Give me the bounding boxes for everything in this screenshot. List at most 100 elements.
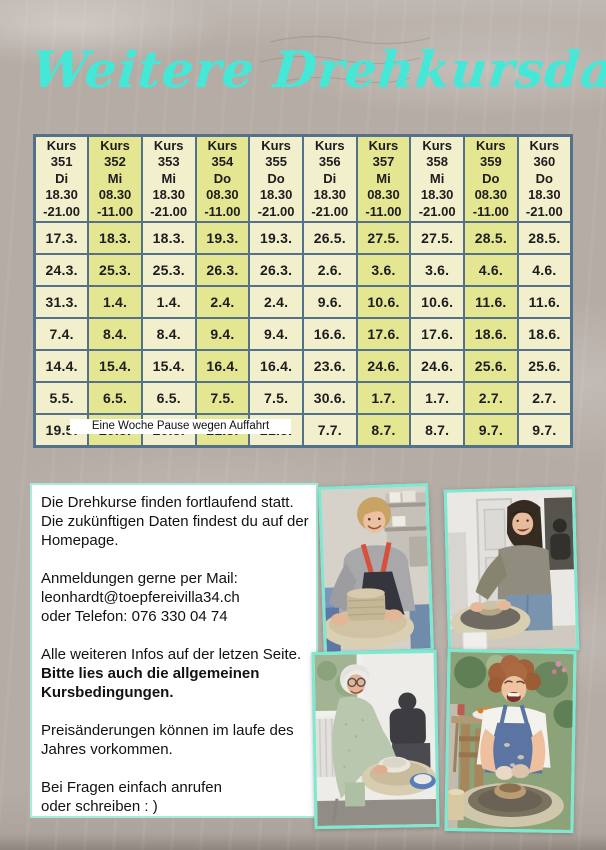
date-cell: 9.7.: [516, 413, 573, 448]
date-cell: 17.3.: [33, 221, 90, 255]
photo-pottery-laughing-woman-image: [447, 651, 574, 831]
course-header-356: Kurs 356 Di 18.30 -21.00: [301, 134, 358, 223]
date-cell: 25.6.: [516, 349, 573, 383]
date-cell: 11.6.: [463, 285, 519, 319]
date-cell: 2.4.: [248, 285, 304, 319]
info-line: Die Drehkurse finden fortlaufend statt.: [41, 494, 294, 511]
date-cell: 24.6.: [355, 349, 412, 383]
course-dates-table: Kurs 351 Di 18.30 -21.00 Kurs 352 Mi 08.30 -11.00…: [33, 134, 573, 448]
info-line: Kursbedingungen.: [41, 684, 174, 701]
date-cell: 24.6.: [409, 349, 465, 383]
info-line: Preisänderungen können im laufe des: [41, 722, 294, 739]
photo-pottery-laughing-woman: [444, 648, 577, 834]
date-cell: 19.3.: [194, 221, 251, 255]
date-cell: 30.6.: [301, 381, 358, 415]
date-cell: 3.6.: [409, 253, 465, 287]
date-cell: 15.4.: [140, 349, 197, 383]
info-line: Die zukünftigen Daten findest du auf der: [41, 513, 309, 530]
date-cell: 10.6.: [409, 285, 465, 319]
course-header-357: Kurs 357 Mi 08.30 -11.00: [355, 134, 412, 223]
date-cell: 8.7.: [355, 413, 412, 448]
info-line: Bitte lies auch die allgemeinen: [41, 665, 260, 682]
date-cell: 15.4.: [87, 349, 143, 383]
pause-note: Eine Woche Pause wegen Auffahrt: [70, 419, 291, 434]
date-cell: 16.4.: [194, 349, 251, 383]
course-header-353: Kurs 353 Mi 18.30 -21.00: [140, 134, 197, 223]
course-header-355: Kurs 355 Do 18.30 -21.00: [248, 134, 304, 223]
info-line: Jahres vorkommen.: [41, 741, 173, 758]
date-cell: 9.7.: [463, 413, 519, 448]
date-cell: 27.5.: [355, 221, 412, 255]
info-line: oder Telefon: 076 330 04 74: [41, 608, 228, 625]
date-cell: 26.3.: [194, 253, 251, 287]
date-cell: 1.4.: [87, 285, 143, 319]
date-cell: 1.7.: [355, 381, 412, 415]
date-cell: 7.4.: [33, 317, 90, 351]
date-cell: 4.6.: [463, 253, 519, 287]
date-cell: 28.5.: [516, 221, 573, 255]
date-cell: 3.6.: [355, 253, 412, 287]
info-paragraph: Bei Fragen einfach anrufen oder schreiben…: [41, 778, 310, 816]
date-cell: 10.6.: [355, 285, 412, 319]
info-paragraph: Anmeldungen gerne per Mail: leonhardt@toe…: [41, 569, 310, 626]
date-cell: 9.4.: [194, 317, 251, 351]
date-cell: 6.5.: [140, 381, 197, 415]
info-line: oder schreiben : ): [41, 798, 158, 815]
info-line: Alle weiteren Infos auf der letzen Seite…: [41, 646, 302, 663]
table-row: 7.4. 8.4. 8.4. 9.4. 9.4. 16.6. 17.6. 17.6. 18.6.…: [33, 317, 573, 351]
date-cell: 7.5.: [248, 381, 304, 415]
date-cell: 18.3.: [140, 221, 197, 255]
course-header-354: Kurs 354 Do 08.30 -11.00: [194, 134, 251, 223]
date-cell: 7.5.: [194, 381, 251, 415]
date-cell: 7.7.: [301, 413, 358, 448]
date-cell: 26.3.: [248, 253, 304, 287]
date-cell: 18.3.: [87, 221, 143, 255]
date-cell: 2.7.: [516, 381, 573, 415]
date-cell: 25.3.: [87, 253, 143, 287]
info-line: leonhardt@toepfereivilla34.ch: [41, 589, 240, 606]
date-cell: 2.6.: [301, 253, 358, 287]
date-cell: 6.5.: [87, 381, 143, 415]
date-cell: 5.5.: [33, 381, 90, 415]
table-row: 14.4. 15.4. 15.4. 16.4. 16.4. 23.6. 24.6. 24.6.…: [33, 349, 573, 383]
course-header-358: Kurs 358 Mi 18.30 -21.00: [409, 134, 465, 223]
table-header-row: Kurs 351 Di 18.30 -21.00 Kurs 352 Mi 08.30 -11.00…: [33, 134, 573, 223]
date-cell: 18.6.: [463, 317, 519, 351]
course-header-351: Kurs 351 Di 18.30 -21.00: [33, 134, 90, 223]
date-cell: 2.4.: [194, 285, 251, 319]
date-cell: 24.3.: [33, 253, 90, 287]
date-cell: 9.6.: [301, 285, 358, 319]
date-cell: 17.6.: [409, 317, 465, 351]
table-row: 31.3. 1.4. 1.4. 2.4. 2.4. 9.6. 10.6. 10.6. 11.6.…: [33, 285, 573, 319]
photo-pottery-senior-woman-image: [314, 652, 437, 827]
date-cell: 11.6.: [516, 285, 573, 319]
background-handwriting-texture: [259, 35, 431, 84]
date-cell: 8.4.: [140, 317, 197, 351]
date-cell: 8.4.: [87, 317, 143, 351]
course-header-352: Kurs 352 Mi 08.30 -11.00: [87, 134, 143, 223]
photo-pottery-dark-haired-woman: [443, 486, 580, 654]
info-paragraph: Die Drehkurse finden fortlaufend statt. D…: [41, 493, 310, 550]
date-cell: 25.6.: [463, 349, 519, 383]
table-row: 5.5. 6.5. 6.5. 7.5. 7.5. 30.6. 1.7. 1.7. 2.7. 2.7…: [33, 381, 573, 415]
date-cell: 19.3.: [248, 221, 304, 255]
table-row: 24.3. 25.3. 25.3. 26.3. 26.3. 2.6. 3.6. 3.6. 4.6…: [33, 253, 573, 287]
date-cell: 26.5.: [301, 221, 358, 255]
date-cell: 14.4.: [33, 349, 90, 383]
date-cell: 2.7.: [463, 381, 519, 415]
date-cell: 31.3.: [33, 285, 90, 319]
date-cell: 17.6.: [355, 317, 412, 351]
table-body: 17.3. 18.3. 18.3. 19.3. 19.3. 26.5. 27.5. 27.5.…: [33, 221, 573, 448]
date-cell: 1.7.: [409, 381, 465, 415]
table-head: Kurs 351 Di 18.30 -21.00 Kurs 352 Mi 08.30 -11.00…: [33, 134, 573, 223]
date-cell: 28.5.: [463, 221, 519, 255]
date-cell: 27.5.: [409, 221, 465, 255]
date-cell: 25.3.: [140, 253, 197, 287]
date-cell: 23.6.: [301, 349, 358, 383]
photo-pottery-blonde-woman: [318, 483, 434, 655]
info-line: Homepage.: [41, 532, 119, 549]
photo-pottery-dark-haired-woman-image: [446, 489, 577, 651]
date-cell: 16.6.: [301, 317, 358, 351]
date-cell: 4.6.: [516, 253, 573, 287]
